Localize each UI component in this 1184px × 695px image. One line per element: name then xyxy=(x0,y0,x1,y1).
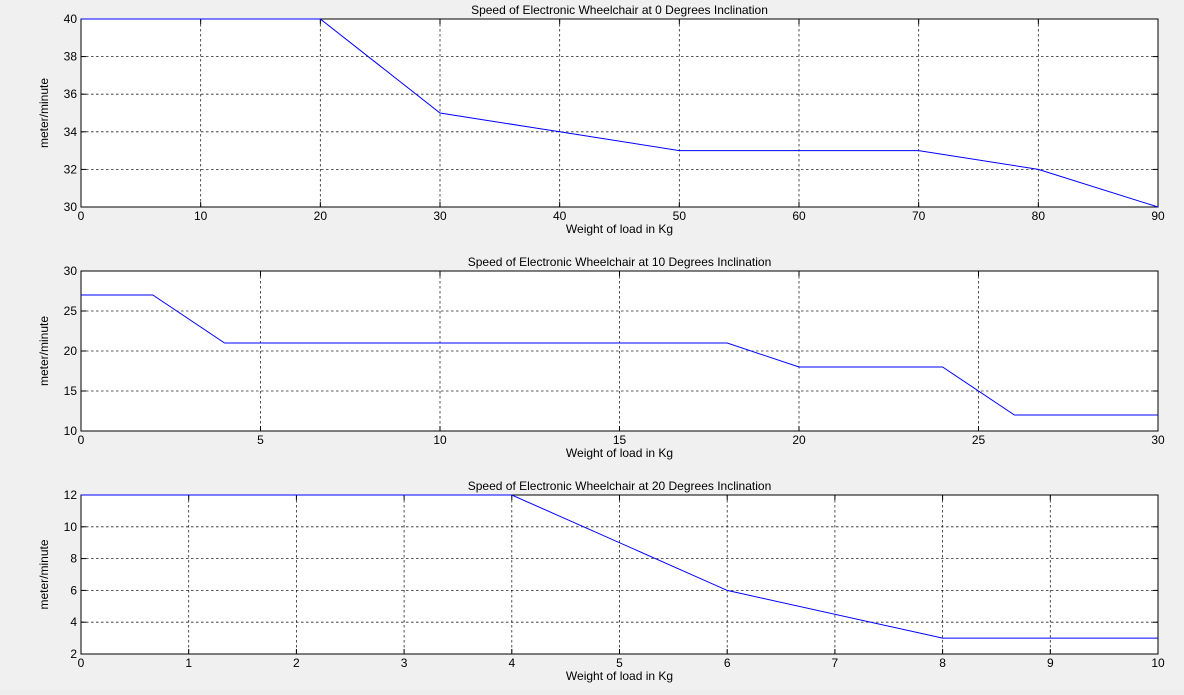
x-tick-label: 0 xyxy=(78,656,85,670)
x-tick-label: 40 xyxy=(553,209,567,223)
x-tick-label: 20 xyxy=(792,433,806,447)
x-tick-label: 10 xyxy=(194,209,208,223)
y-axis-label: meter/minute xyxy=(37,539,51,609)
y-axis-label: meter/minute xyxy=(37,78,51,148)
y-tick-label: 2 xyxy=(70,647,77,661)
x-tick-label: 3 xyxy=(401,656,408,670)
x-tick-label: 7 xyxy=(832,656,839,670)
x-tick-label: 30 xyxy=(433,209,447,223)
y-tick-label: 6 xyxy=(70,583,77,597)
x-tick-label: 5 xyxy=(257,433,264,447)
y-tick-label: 4 xyxy=(70,615,77,629)
chart-title: Speed of Electronic Wheelchair at 10 Deg… xyxy=(468,255,772,269)
x-tick-label: 60 xyxy=(792,209,806,223)
x-tick-label: 70 xyxy=(912,209,926,223)
x-tick-label: 10 xyxy=(1151,656,1165,670)
subplot-2: 0 5 10 15 20 25 30 10 15 20 25 30 Speed of Electroni… xyxy=(37,255,1165,460)
x-tick-label: 6 xyxy=(724,656,731,670)
x-tick-label: 5 xyxy=(616,656,623,670)
x-tick-label: 2 xyxy=(293,656,300,670)
x-tick-label: 15 xyxy=(613,433,627,447)
series-line xyxy=(81,294,1158,416)
y-tick-label: 30 xyxy=(64,200,78,214)
x-tick-label: 0 xyxy=(78,433,85,447)
x-tick-label: 0 xyxy=(78,209,85,223)
x-tick-label: 30 xyxy=(1151,433,1165,447)
x-axis-label: Weight of load in Kg xyxy=(566,222,673,236)
y-tick-label: 25 xyxy=(64,304,78,318)
y-tick-label: 20 xyxy=(64,344,78,358)
x-tick-label: 20 xyxy=(314,209,328,223)
x-tick-label: 25 xyxy=(972,433,986,447)
y-tick-label: 15 xyxy=(64,384,78,398)
y-tick-label: 34 xyxy=(64,125,78,139)
y-tick-label: 32 xyxy=(64,162,78,176)
y-tick-label: 30 xyxy=(64,264,78,278)
series-line xyxy=(81,494,1158,639)
chart-title: Speed of Electronic Wheelchair at 0 Degr… xyxy=(471,3,768,17)
x-axis-label: Weight of load in Kg xyxy=(566,446,673,460)
x-tick-label: 4 xyxy=(508,656,515,670)
subplot-1: 0 10 20 30 40 50 60 70 80 90 30 32 34 36 38 40 Speed of … xyxy=(37,3,1165,236)
x-tick-label: 10 xyxy=(433,433,447,447)
x-tick-label: 1 xyxy=(185,656,192,670)
y-tick-label: 8 xyxy=(70,552,77,566)
x-axis-label: Weight of load in Kg xyxy=(566,669,673,683)
plot-area xyxy=(80,18,1159,208)
series-line xyxy=(81,18,1159,208)
y-axis-label: meter/minute xyxy=(37,316,51,386)
y-tick-label: 10 xyxy=(64,520,78,534)
x-tick-label: 9 xyxy=(1047,656,1054,670)
y-tick-label: 36 xyxy=(64,87,78,101)
x-tick-label: 80 xyxy=(1032,209,1046,223)
y-tick-label: 38 xyxy=(64,50,78,64)
y-tick-label: 12 xyxy=(64,488,78,502)
chart-title: Speed of Electronic Wheelchair at 20 Deg… xyxy=(468,479,772,493)
x-tick-label: 90 xyxy=(1151,209,1165,223)
x-tick-label: 50 xyxy=(673,209,687,223)
y-tick-label: 40 xyxy=(64,12,78,26)
x-tick-label: 8 xyxy=(939,656,946,670)
y-tick-label: 10 xyxy=(64,424,78,438)
